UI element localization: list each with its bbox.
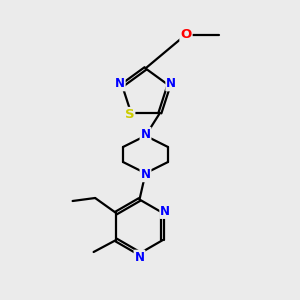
Text: N: N <box>160 205 170 218</box>
Text: N: N <box>134 250 145 264</box>
Text: N: N <box>140 128 151 141</box>
Text: S: S <box>125 108 134 121</box>
Text: N: N <box>140 168 151 181</box>
Text: O: O <box>180 28 192 41</box>
Text: N: N <box>166 77 176 90</box>
Text: N: N <box>115 77 125 90</box>
